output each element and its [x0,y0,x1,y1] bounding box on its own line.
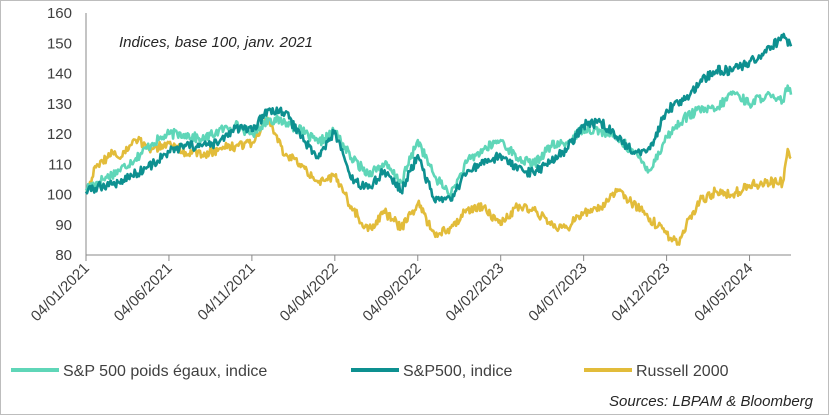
y-tick-label: 90 [55,217,72,234]
y-tick-label: 80 [55,247,72,264]
y-tick-label: 130 [47,96,72,113]
legend-label: S&P 500 poids égaux, indice [63,363,267,380]
y-tick-label: 140 [47,66,72,83]
y-tick-label: 150 [47,35,72,52]
x-tick-label: 04/09/2022 [359,260,424,325]
series-line [84,32,793,204]
legend: S&P 500 poids égaux, indice S&P500, indic… [11,363,729,380]
x-tick-label: 04/01/2021 [28,260,93,325]
x-tick-label: 04/02/2023 [442,260,507,325]
legend-label: Russell 2000 [636,363,729,380]
x-tick-label: 04/07/2023 [525,260,590,325]
x-tick-label: 04/12/2023 [608,260,673,325]
series-layer [84,32,793,246]
x-tick-label: 04/04/2022 [277,260,342,325]
y-tick-label: 120 [47,126,72,143]
legend-label: S&P500, indice [403,363,513,380]
x-tick-label: 04/11/2021 [194,260,258,324]
y-tick-label: 110 [48,156,72,173]
source-note: Sources: LBPAM & Bloomberg [609,393,814,410]
series-line [84,84,793,199]
x-tick-label: 04/06/2021 [111,260,176,325]
x-tick-label: 04/05/2024 [691,260,756,325]
y-tick-label: 100 [47,187,72,204]
series-line [85,116,792,246]
y-tick-label: 160 [47,5,72,22]
chart-annotation: Indices, base 100, janv. 2021 [119,34,313,51]
